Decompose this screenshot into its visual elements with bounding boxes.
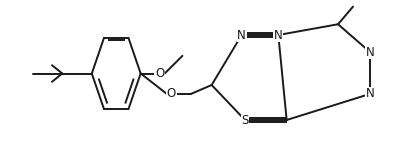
Text: N: N <box>366 46 374 59</box>
Text: N: N <box>274 29 283 41</box>
Text: N: N <box>366 87 374 100</box>
Text: O: O <box>155 67 164 80</box>
Text: N: N <box>237 29 246 41</box>
Text: O: O <box>167 87 176 100</box>
Text: S: S <box>241 113 249 127</box>
